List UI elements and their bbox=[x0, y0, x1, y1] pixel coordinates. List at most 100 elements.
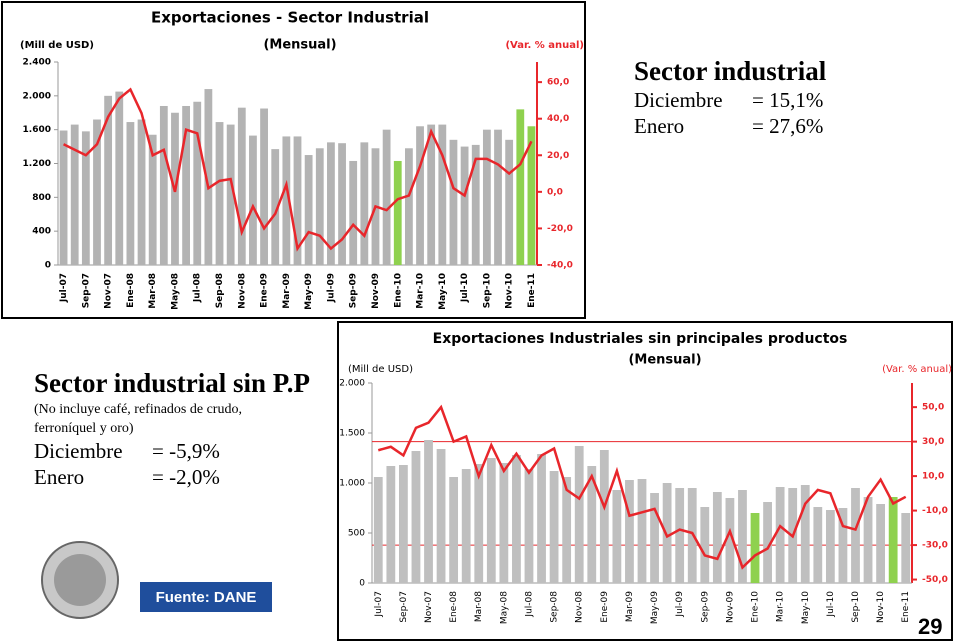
y-tick-label: 1.000 bbox=[339, 479, 365, 489]
bar bbox=[148, 134, 157, 265]
bar bbox=[612, 490, 622, 583]
x-tick-label: May-10 bbox=[438, 273, 448, 310]
value: = 27,6% bbox=[752, 114, 824, 138]
bar bbox=[851, 488, 860, 583]
bar bbox=[159, 105, 168, 265]
bar bbox=[763, 502, 772, 583]
value: = -5,9% bbox=[152, 439, 220, 463]
x-tick-label: May-08 bbox=[170, 273, 180, 310]
bar bbox=[260, 108, 268, 265]
y2-tick-label: -50,0 bbox=[922, 575, 948, 585]
label: Enero bbox=[34, 465, 85, 489]
y-tick-label: 400 bbox=[32, 227, 51, 237]
bar bbox=[460, 146, 469, 265]
x-tick-label: Ene-11 bbox=[527, 273, 537, 308]
x-tick-label: Nov-09 bbox=[371, 273, 381, 309]
bar bbox=[901, 513, 911, 583]
bar bbox=[70, 124, 79, 265]
x-tick-label: Sep-08 bbox=[215, 273, 225, 308]
x-tick-label: Sep-07 bbox=[81, 273, 91, 308]
bar bbox=[449, 477, 459, 583]
x-tick-label: May-09 bbox=[650, 591, 660, 624]
y-tick-label: 1.500 bbox=[339, 429, 365, 439]
bar bbox=[137, 119, 146, 266]
bar bbox=[738, 490, 747, 583]
bar bbox=[93, 119, 101, 266]
x-tick-label: Mar-10 bbox=[416, 273, 426, 309]
summary-note: (No incluye café, refinados de crudo, fe… bbox=[34, 402, 242, 436]
summary-title: Sector industrial sin P.P bbox=[34, 368, 311, 398]
summary-title: Sector industrial bbox=[634, 56, 827, 86]
bar bbox=[574, 446, 584, 583]
bar bbox=[327, 142, 335, 265]
bar bbox=[393, 160, 402, 265]
x-tick-label: Nov-10 bbox=[505, 273, 515, 309]
label: Diciembre bbox=[34, 439, 123, 463]
bar bbox=[562, 477, 572, 583]
x-tick-label: Jul-10 bbox=[460, 273, 470, 303]
bar bbox=[494, 129, 502, 265]
x-tick-label: Jul-10 bbox=[826, 591, 836, 618]
label: Diciembre bbox=[634, 88, 723, 112]
x-tick-label: Jul-09 bbox=[326, 273, 336, 303]
bar bbox=[81, 131, 90, 265]
chart-frame bbox=[1, 1, 586, 319]
bar bbox=[637, 479, 647, 583]
bar bbox=[505, 139, 514, 265]
y2-tick-label: -20,0 bbox=[547, 224, 573, 234]
bar bbox=[436, 449, 446, 583]
bar bbox=[293, 136, 302, 265]
bar bbox=[675, 488, 685, 583]
bar bbox=[876, 504, 885, 583]
logo bbox=[54, 554, 106, 606]
x-tick-label: Mar-08 bbox=[148, 273, 158, 309]
bar bbox=[282, 136, 291, 265]
x-tick-label: Ene-09 bbox=[600, 591, 610, 623]
bar bbox=[416, 126, 424, 266]
x-tick-label: Jul-07 bbox=[374, 591, 384, 618]
bar bbox=[471, 144, 480, 265]
y2-tick-label: 10,0 bbox=[922, 472, 944, 482]
y-axis-label: (Mill de USD) bbox=[348, 364, 413, 375]
bar bbox=[59, 130, 68, 265]
x-tick-label: Ene-08 bbox=[449, 591, 459, 623]
y-axis-label: (Mill de USD) bbox=[20, 40, 94, 51]
bar bbox=[482, 129, 491, 265]
bar bbox=[499, 463, 509, 583]
y2-axis-label: (Var. % anual) bbox=[505, 40, 584, 51]
bar bbox=[650, 493, 659, 583]
y2-tick-label: -10,0 bbox=[922, 506, 948, 516]
bar bbox=[512, 455, 521, 583]
bar bbox=[349, 160, 358, 265]
bar bbox=[775, 487, 785, 583]
bar bbox=[438, 124, 447, 265]
x-tick-label: Jul-08 bbox=[524, 591, 534, 618]
bar bbox=[549, 471, 559, 583]
bar bbox=[838, 508, 848, 583]
y-tick-label: 0 bbox=[359, 579, 365, 589]
y2-tick-label: -40,0 bbox=[547, 261, 573, 271]
chart-subtitle: (Mensual) bbox=[263, 38, 336, 53]
x-tick-label: Sep-08 bbox=[550, 591, 560, 623]
bar bbox=[474, 464, 484, 583]
x-tick-label: Mar-09 bbox=[282, 273, 292, 309]
x-tick-label: May-08 bbox=[499, 591, 509, 624]
x-tick-label: Nov-07 bbox=[424, 591, 434, 623]
bar bbox=[449, 139, 458, 265]
y-tick-label: 2.000 bbox=[339, 379, 365, 389]
bar bbox=[182, 105, 191, 265]
x-tick-label: Nov-10 bbox=[876, 591, 886, 623]
bar bbox=[404, 148, 413, 265]
y-tick-label: 1.600 bbox=[23, 125, 51, 135]
bar bbox=[599, 450, 609, 583]
y2-tick-label: -30,0 bbox=[922, 541, 948, 551]
bar bbox=[813, 507, 823, 583]
x-tick-label: Nov-09 bbox=[725, 591, 735, 623]
bar bbox=[750, 513, 760, 583]
bar bbox=[386, 466, 396, 583]
y2-tick-label: 0,0 bbox=[547, 187, 563, 197]
x-tick-label: Ene-11 bbox=[901, 591, 911, 623]
bar bbox=[725, 498, 735, 583]
bar bbox=[527, 126, 536, 266]
